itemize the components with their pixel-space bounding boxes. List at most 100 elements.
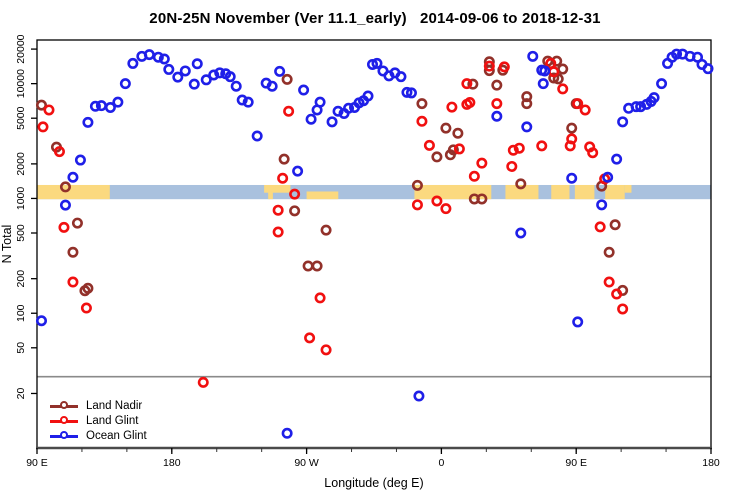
scatter-point-ocean-glint	[163, 63, 175, 75]
scatter-point-land-glint	[37, 121, 49, 133]
scatter-point-land-glint	[461, 78, 473, 90]
scatter-point-land-nadir	[440, 122, 452, 134]
scatter-point-land-glint	[611, 288, 623, 300]
x-axis-title: Longitude (deg E)	[324, 476, 423, 490]
x-tick-label: 90 W	[294, 457, 319, 469]
scatter-point-land-nadir	[557, 63, 569, 75]
y-tick-label: 20	[15, 387, 27, 399]
legend-item-land-glint: Land Glint	[50, 415, 147, 427]
scatter-point-ocean-glint	[251, 130, 263, 142]
scatter-point-ocean-glint	[566, 172, 578, 184]
scatter-point-ocean-glint	[127, 57, 139, 69]
map-band-land-patch	[268, 191, 273, 200]
scatter-point-land-nadir	[59, 181, 71, 193]
y-tick-label: 10000	[15, 69, 27, 98]
y-axis-title: N Total	[0, 225, 14, 264]
scatter-point-ocean-glint	[152, 51, 164, 63]
scatter-point-ocean-glint	[35, 315, 47, 327]
scatter-point-ocean-glint	[596, 199, 608, 211]
legend-marker-icon	[50, 416, 78, 426]
legend-label: Land Glint	[86, 415, 139, 427]
scatter-point-ocean-glint	[158, 53, 170, 65]
scatter-point-land-glint	[603, 276, 615, 288]
scatter-point-land-nadir	[609, 219, 621, 231]
scatter-point-ocean-glint	[362, 90, 374, 102]
scatter-point-land-glint	[416, 115, 428, 127]
scatter-point-land-glint	[548, 66, 560, 78]
scatter-point-land-glint	[43, 104, 55, 116]
scatter-point-land-nadir	[35, 99, 47, 111]
map-band-land-patch	[37, 184, 110, 200]
y-tick-label: 50	[15, 342, 27, 354]
scatter-point-land-glint	[67, 276, 79, 288]
scatter-point-ocean-glint	[214, 67, 226, 79]
scatter-point-land-nadir	[491, 79, 503, 91]
scatter-point-ocean-glint	[143, 49, 155, 61]
scatter-point-land-nadir	[311, 260, 323, 272]
map-band-land-patch	[574, 184, 595, 200]
scatter-point-land-nadir	[603, 246, 615, 258]
scatter-point-ocean-glint	[602, 171, 614, 183]
scatter-point-land-nadir	[278, 153, 290, 165]
legend-marker-icon	[50, 401, 78, 411]
scatter-point-land-glint	[304, 332, 316, 344]
scatter-point-land-nadir	[431, 151, 443, 163]
scatter-point-ocean-glint	[274, 65, 286, 77]
scatter-point-land-glint	[617, 303, 629, 315]
scatter-point-land-nadir	[289, 205, 301, 217]
x-tick-label: 0	[438, 457, 444, 469]
scatter-point-land-glint	[80, 302, 92, 314]
scatter-point-land-nadir	[82, 282, 94, 294]
scatter-point-ocean-glint	[332, 105, 344, 117]
scatter-point-land-glint	[594, 221, 606, 233]
scatter-point-land-nadir	[515, 178, 527, 190]
scatter-point-land-glint	[468, 170, 480, 182]
scatter-point-ocean-glint	[515, 227, 527, 239]
scatter-point-land-glint	[197, 376, 209, 388]
scatter-point-ocean-glint	[112, 96, 124, 108]
scatter-point-ocean-glint	[656, 78, 668, 90]
scatter-point-ocean-glint	[281, 427, 293, 439]
y-tick-label: 20000	[15, 34, 27, 63]
x-tick-label: 180	[702, 457, 720, 469]
scatter-point-land-glint	[476, 157, 488, 169]
scatter-point-ocean-glint	[208, 69, 220, 81]
scatter-point-land-nadir	[566, 122, 578, 134]
scatter-point-ocean-glint	[521, 121, 533, 133]
scatter-point-ocean-glint	[617, 116, 629, 128]
map-band-land-patch	[551, 184, 570, 200]
scatter-point-land-glint	[277, 172, 289, 184]
scatter-point-ocean-glint	[67, 171, 79, 183]
scatter-point-ocean-glint	[305, 113, 317, 125]
scatter-point-land-nadir	[281, 73, 293, 85]
y-tick-label: 2000	[15, 152, 27, 176]
scatter-point-land-nadir	[521, 98, 533, 110]
scatter-point-land-nadir	[476, 193, 488, 205]
scatter-point-ocean-glint	[635, 101, 647, 113]
scatter-point-land-nadir	[548, 72, 560, 84]
scatter-point-ocean-glint	[236, 94, 248, 106]
scatter-point-land-glint	[423, 139, 435, 151]
scatter-point-ocean-glint	[572, 316, 584, 328]
scatter-point-ocean-glint	[104, 101, 116, 113]
map-band-land-patch	[505, 184, 539, 200]
scatter-point-ocean-glint	[401, 86, 413, 98]
scatter-point-ocean-glint	[630, 101, 642, 113]
scatter-point-land-nadir	[551, 55, 563, 67]
scatter-point-ocean-glint	[298, 84, 310, 96]
scatter-point-ocean-glint	[611, 153, 623, 165]
scatter-point-land-glint	[431, 195, 443, 207]
chart-title: 20N-25N November (Ver 11.1_early) 2014-0…	[149, 10, 601, 27]
scatter-point-ocean-glint	[537, 78, 549, 90]
scatter-point-ocean-glint	[405, 87, 417, 99]
scatter-point-land-glint	[491, 98, 503, 110]
scatter-point-land-nadir	[467, 78, 479, 90]
scatter-point-ocean-glint	[367, 58, 379, 70]
scatter-point-ocean-glint	[74, 154, 86, 166]
scatter-point-ocean-glint	[172, 71, 184, 83]
scatter-point-land-glint	[411, 199, 423, 211]
legend-item-land-nadir: Land Nadir	[50, 400, 147, 412]
scatter-point-land-nadir	[447, 144, 459, 156]
